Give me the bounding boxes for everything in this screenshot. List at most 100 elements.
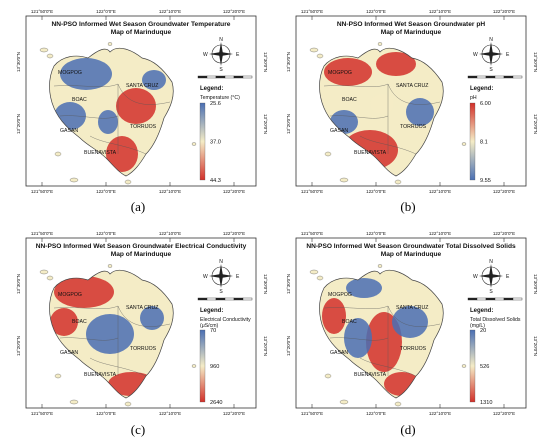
compass-w: W: [203, 52, 208, 58]
legend-variable: Electrical Conductivity: [200, 317, 251, 323]
value-zone: [60, 58, 112, 90]
legend-unit: (μS/cm): [200, 323, 219, 329]
place-label-santa-cruz: SANTA CRUZ: [126, 305, 158, 311]
latitude-label-right: 13°20'0"N: [533, 336, 538, 356]
scale-bar: [467, 75, 523, 79]
legend-value-min: 20: [480, 328, 486, 334]
map-panel-total-dissolved-solids: 121°50'0"E 121°50'0"E 122°0'0"E 122°0'0"E 12…: [284, 226, 539, 428]
value-zone: [106, 136, 138, 172]
longitude-label-top: 121°50'0"E: [301, 231, 323, 236]
map-subtitle: Map of Marinduque: [111, 29, 172, 36]
islet: [191, 364, 197, 368]
municipal-boundary: [59, 337, 119, 341]
islet: [107, 42, 113, 46]
map-title: NN-PSO Informed Wet Season Groundwater p…: [337, 21, 485, 28]
islet: [324, 151, 332, 157]
latitude-label-right: 13°20'0"N: [533, 114, 538, 134]
value-zone: [116, 88, 156, 124]
place-label-torrijos: TORRIJOS: [400, 346, 427, 352]
legend-color-ramp: [199, 102, 206, 181]
compass-n: N: [489, 259, 493, 265]
island-outline: [319, 269, 444, 399]
place-label-santa-cruz: SANTA CRUZ: [396, 83, 428, 89]
value-zone: [322, 298, 346, 334]
municipal-boundary: [323, 305, 389, 309]
longitude-label-top: 122°10'0"E: [429, 9, 451, 14]
islet: [124, 401, 132, 407]
value-zone: [406, 98, 434, 126]
value-zone: [370, 94, 394, 114]
longitude-label-top: 122°20'0"E: [223, 231, 245, 236]
place-label-mogpog: MOGPOG: [328, 70, 352, 76]
map-title: NN-PSO Informed Wet Season Groundwater T…: [306, 243, 516, 250]
value-zone: [142, 70, 166, 90]
islet: [107, 264, 113, 268]
map-panel-electrical-conductivity: 121°50'0"E 121°50'0"E 122°0'0"E 122°0'0"E 12…: [14, 226, 269, 428]
longitude-label-top: 122°20'0"E: [223, 9, 245, 14]
island-outline: [49, 269, 174, 399]
legend-variable: Total Dissolved Solids: [470, 317, 521, 323]
municipal-boundary: [387, 305, 441, 327]
scale-bar: [197, 75, 253, 79]
island-surface: [319, 270, 444, 398]
island-outline: [319, 47, 444, 177]
longitude-label-bottom: 122°0'0"E: [96, 411, 116, 416]
latitude-label-right: 13°20'0"N: [263, 336, 268, 356]
island-surface: [319, 48, 444, 176]
latitude-label-left: 13°30'0"N: [286, 52, 291, 72]
place-label-buenavista: BUENAVISTA: [84, 150, 117, 156]
legend-title: Legend:: [470, 86, 493, 92]
latitude-label-left: 13°20'0"N: [16, 336, 21, 356]
compass-w: W: [203, 274, 208, 280]
legend-value-mid: 526: [480, 364, 489, 370]
legend-variable: pH: [470, 95, 477, 101]
longitude-label-bottom: 122°20'0"E: [223, 411, 245, 416]
legend-title: Legend:: [200, 86, 223, 92]
legend-value-mid: 8.1: [480, 140, 488, 146]
caption-b: (b): [400, 199, 416, 214]
map-figure: 121°50'0"E 121°50'0"E 122°0'0"E 122°0'0"E 12…: [16, 231, 268, 416]
legend-color-ramp: [199, 329, 206, 403]
north-arrow-icon: N S E W: [473, 259, 510, 295]
place-label-buenavista: BUENAVISTA: [354, 372, 387, 378]
place-label-santa-cruz: SANTA CRUZ: [126, 83, 158, 89]
place-label-boac: BOAC: [72, 97, 87, 103]
islet: [377, 264, 383, 268]
map-panel-ph: 121°50'0"E 121°50'0"E 122°0'0"E 122°0'0"E 12…: [284, 4, 539, 206]
caption-d: (d): [400, 422, 416, 437]
legend-color-ramp: [469, 102, 476, 181]
value-zone: [50, 308, 78, 336]
islet: [124, 179, 132, 185]
islet: [324, 373, 332, 379]
map-figure: 121°50'0"E 121°50'0"E 122°0'0"E 122°0'0"E 12…: [16, 9, 268, 194]
municipal-boundary: [53, 305, 119, 309]
place-label-buenavista: BUENAVISTA: [84, 372, 117, 378]
place-label-boac: BOAC: [342, 97, 357, 103]
latitude-label-right: 13°30'0"N: [263, 274, 268, 294]
map-figure: 121°50'0"E 121°50'0"E 122°0'0"E 122°0'0"E 12…: [286, 9, 538, 194]
compass-e: E: [506, 52, 510, 58]
longitude-label-bottom: 122°20'0"E: [493, 189, 515, 194]
longitude-label-bottom: 121°50'0"E: [31, 189, 53, 194]
municipal-boundary: [89, 357, 147, 377]
islet: [69, 177, 79, 183]
islet: [54, 373, 62, 379]
map-subtitle: Map of Marinduque: [381, 251, 442, 258]
longitude-label-bottom: 121°50'0"E: [31, 411, 53, 416]
latitude-label-left: 13°30'0"N: [286, 274, 291, 294]
longitude-label-top: 122°10'0"E: [429, 231, 451, 236]
latitude-label-right: 13°30'0"N: [533, 52, 538, 72]
municipal-boundary: [59, 115, 119, 119]
map-title: NN-PSO Informed Wet Season Groundwater T…: [52, 21, 231, 28]
map-panel-temperature: 121°50'0"E 121°50'0"E 122°0'0"E 122°0'0"E 12…: [14, 4, 269, 206]
islet: [309, 47, 319, 53]
map-figure: 121°50'0"E 121°50'0"E 122°0'0"E 122°0'0"E 12…: [286, 231, 538, 416]
municipal-boundary: [329, 115, 389, 119]
longitude-label-bottom: 122°10'0"E: [159, 411, 181, 416]
islet: [39, 269, 49, 275]
longitude-label-bottom: 122°10'0"E: [429, 411, 451, 416]
compass-s: S: [489, 67, 493, 73]
legend-variable: Temperature (°C): [200, 95, 240, 101]
islet: [54, 151, 62, 157]
municipal-boundary: [117, 305, 171, 327]
